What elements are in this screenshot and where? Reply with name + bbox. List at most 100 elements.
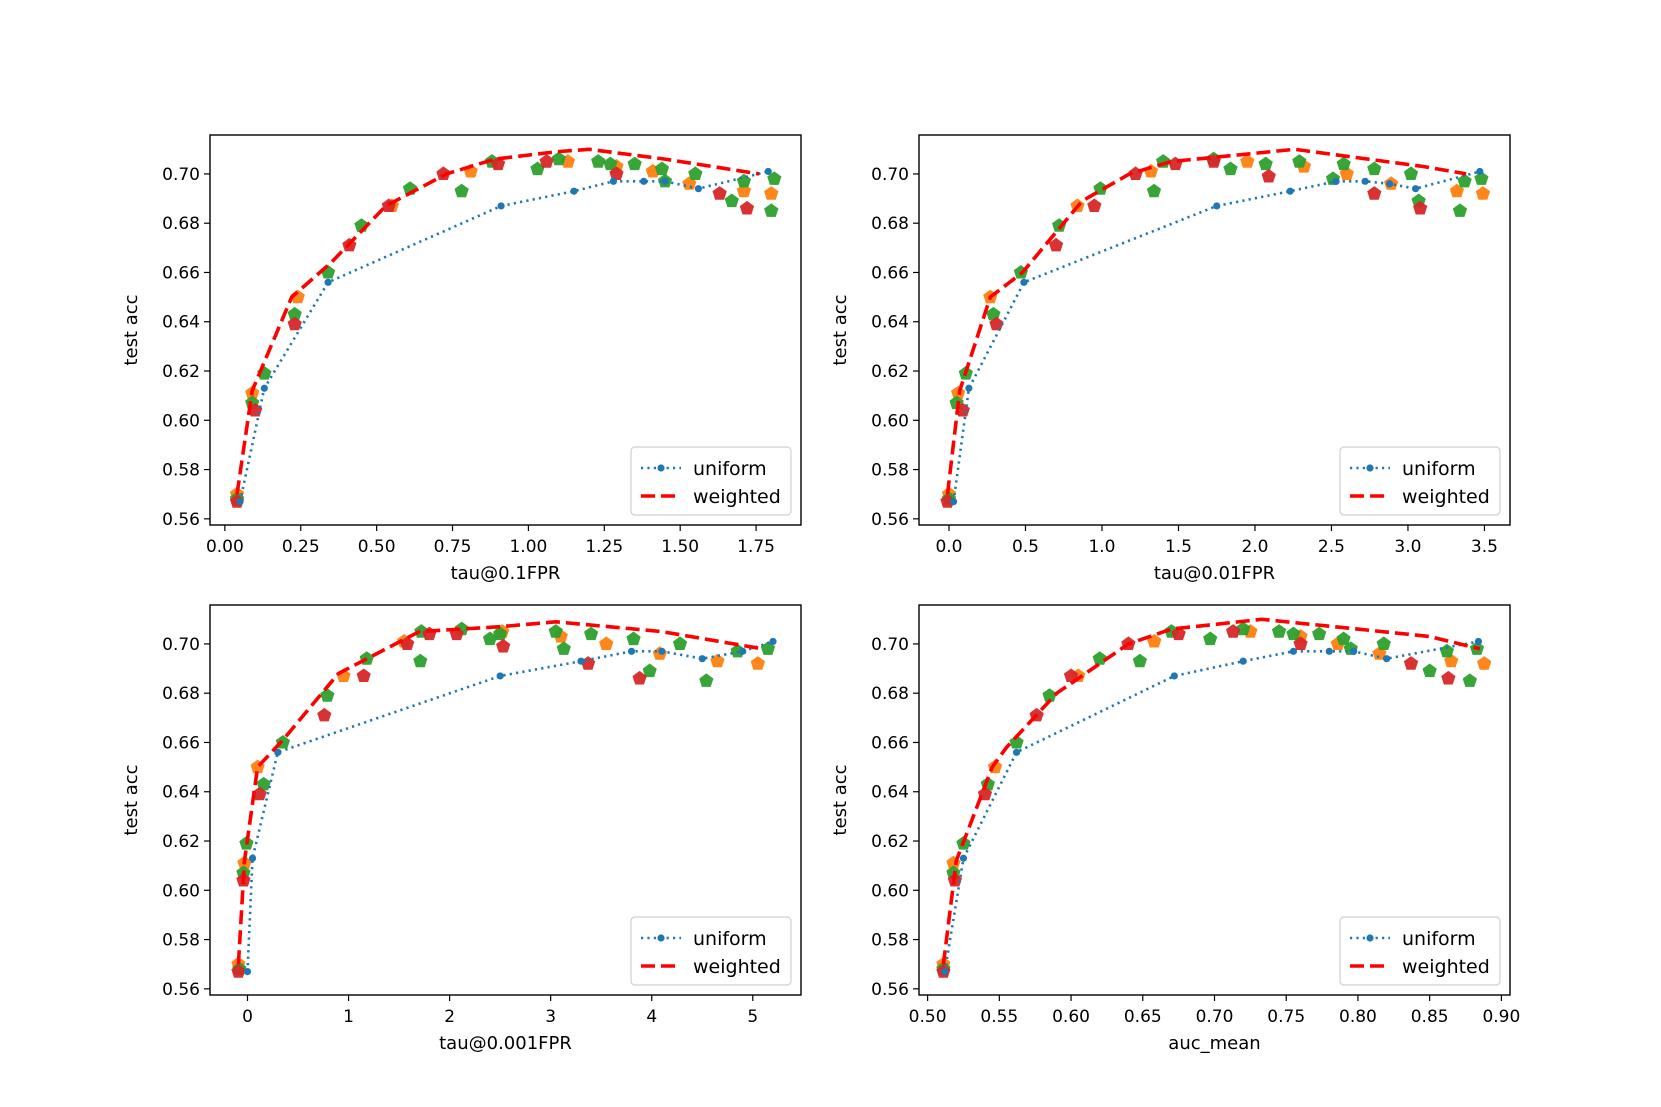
y-tick-label: 0.64 xyxy=(162,313,200,333)
uniform-point xyxy=(764,167,772,176)
uniform-point xyxy=(1289,647,1297,655)
x-tick-label: 2 xyxy=(444,1007,455,1027)
uniform-point xyxy=(570,187,578,195)
uniform-point xyxy=(1213,202,1221,210)
scatter-point-green xyxy=(1336,156,1351,171)
scatter-point-red xyxy=(712,186,727,200)
y-axis-label: test acc xyxy=(121,294,142,365)
scatter-point-green xyxy=(736,173,752,188)
x-tick-label: 0.00 xyxy=(206,537,244,557)
y-tick-label: 0.64 xyxy=(871,313,909,333)
scatter-point-red xyxy=(1087,198,1102,212)
y-tick-label: 0.70 xyxy=(871,635,909,655)
scatter-point-red xyxy=(609,166,624,180)
legend-box xyxy=(1339,446,1501,516)
y-tick-label: 0.56 xyxy=(162,980,200,1000)
scatter-point-green xyxy=(1286,626,1301,641)
y-axis-label: test acc xyxy=(830,764,851,835)
y-tick-label: 0.70 xyxy=(162,165,200,185)
y-tick-label: 0.68 xyxy=(162,684,200,704)
scatter-point-green xyxy=(584,626,599,641)
x-tick-label: 5 xyxy=(747,1007,758,1027)
uniform-line xyxy=(943,640,1479,972)
y-tick-label: 0.64 xyxy=(162,783,200,803)
legend-uniform-marker-icon xyxy=(657,934,665,942)
scatter-point-green xyxy=(1367,161,1382,176)
axes-frame xyxy=(209,134,802,526)
x-tick-label: 0.0 xyxy=(935,537,962,557)
scatter-point-orange xyxy=(1240,154,1255,168)
legend: uniform weighted xyxy=(1339,916,1501,986)
weighted-line xyxy=(235,147,760,495)
uniform-point xyxy=(248,854,257,862)
uniform-point xyxy=(1239,657,1247,665)
legend-weighted-label: weighted xyxy=(693,486,781,508)
x-tick-label: 1 xyxy=(343,1007,354,1027)
legend-weighted-label: weighted xyxy=(1402,486,1490,508)
uniform-point xyxy=(739,647,747,655)
scatter-point-red xyxy=(1403,656,1419,670)
y-tick-label: 0.68 xyxy=(871,214,909,234)
legend: uniform weighted xyxy=(630,916,792,986)
x-tick-label: 0.25 xyxy=(282,537,320,557)
scatter-point-red xyxy=(436,166,451,180)
y-axis-label: test acc xyxy=(830,294,851,365)
plot-area xyxy=(229,147,782,508)
scatter-point-green xyxy=(1258,156,1273,171)
scatter-point-green xyxy=(591,154,606,168)
subplot-tau-0.001fpr: 0.56 0.58 0.60 0.62 0.64 0.66 0.68 0.70 0 1 2 3 4 5 ta… xyxy=(121,604,802,1054)
scatter-point-green xyxy=(1132,653,1147,668)
scatter-point-green xyxy=(1312,626,1327,641)
x-tick-label: 2.5 xyxy=(1318,537,1345,557)
x-tick-label: 1.25 xyxy=(585,537,623,557)
uniform-point xyxy=(497,202,505,210)
x-tick-label: 0.50 xyxy=(909,1007,947,1027)
y-tick-label: 0.58 xyxy=(162,461,200,481)
uniform-point xyxy=(1476,167,1484,176)
legend-uniform-marker-icon xyxy=(1366,934,1374,942)
scatter-point-green xyxy=(626,631,641,646)
y-tick-label: 0.70 xyxy=(871,165,909,185)
uniform-point xyxy=(243,967,252,976)
weighted-line xyxy=(236,619,764,965)
uniform-point xyxy=(661,177,669,185)
scatter-point-green xyxy=(1422,663,1437,678)
x-tick-label: 1.50 xyxy=(661,537,699,557)
scatter-point-green xyxy=(760,641,776,655)
x-tick-label: 0.90 xyxy=(1482,1007,1520,1027)
x-tick-label: 1.75 xyxy=(737,537,775,557)
x-tick-label: 1.0 xyxy=(1088,537,1115,557)
scatter-point-green xyxy=(1146,183,1162,198)
scatter-point-red xyxy=(231,964,246,978)
scatter-point-red xyxy=(1413,200,1428,215)
y-tick-label: 0.70 xyxy=(162,635,200,655)
scatter-point-green xyxy=(1092,651,1107,665)
scatter-point-red xyxy=(1171,626,1186,641)
y-tick-label: 0.66 xyxy=(162,263,200,283)
uniform-point xyxy=(1383,655,1391,663)
subplot-auc-mean: 0.56 0.58 0.60 0.62 0.64 0.66 0.68 0.70 0.50 0.55… xyxy=(830,604,1520,1054)
scatter-point-green xyxy=(1336,631,1351,646)
plot-area xyxy=(940,147,1491,508)
y-tick-label: 0.68 xyxy=(162,214,200,234)
scatter-point-red xyxy=(356,668,371,682)
y-tick-label: 0.66 xyxy=(871,733,909,753)
scatter-point-red xyxy=(739,200,755,215)
scatter-point-orange xyxy=(1477,656,1492,670)
y-tick-label: 0.60 xyxy=(871,881,909,901)
scatter-point-green xyxy=(454,183,469,198)
scatter-point-red xyxy=(496,638,511,653)
scatter-point-green xyxy=(1042,688,1057,702)
uniform-line xyxy=(246,640,774,972)
scatter-point-green xyxy=(548,624,563,638)
scatter-point-red xyxy=(940,494,955,508)
x-tick-label: 0.80 xyxy=(1339,1007,1377,1027)
uniform-point xyxy=(965,384,973,392)
scatter-point-green xyxy=(1271,624,1287,638)
scatter-point-green xyxy=(1462,673,1477,687)
y-tick-label: 0.56 xyxy=(871,980,909,1000)
legend-box xyxy=(630,916,792,986)
scatter-point-red xyxy=(1063,668,1079,682)
scatter-point-green xyxy=(1474,171,1489,185)
